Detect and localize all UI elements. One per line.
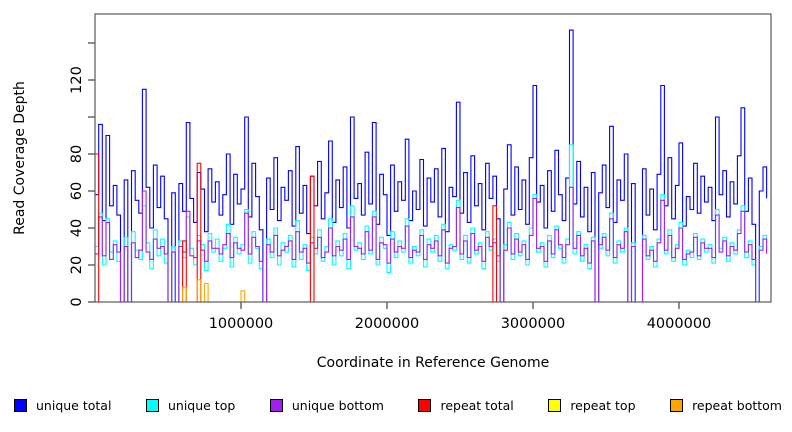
repeat-bottom-swatch-icon [670,399,684,412]
repeat-total-swatch-icon [418,399,432,412]
y-axis-title: Read Coverage Depth [12,81,28,235]
legend-item-unique-top: unique top [145,398,236,413]
svg-text:80: 80 [69,145,85,163]
legend-label: unique total [36,398,112,413]
legend-label: repeat top [570,398,636,413]
svg-text:0: 0 [69,297,85,306]
legend-item-repeat-total: repeat total [418,398,514,413]
legend-label: repeat bottom [692,398,782,413]
legend-item-unique-bottom: unique bottom [269,398,384,413]
svg-text:4000000: 4000000 [647,316,712,332]
legend-item-repeat-bottom: repeat bottom [670,398,782,413]
legend-label: repeat total [440,398,514,413]
unique-top-swatch-icon [145,399,159,412]
svg-text:60: 60 [69,182,85,200]
svg-text:1000000: 1000000 [209,316,274,332]
svg-text:120: 120 [69,66,85,94]
unique-bottom-swatch-icon [269,399,283,412]
unique-total-swatch-icon [14,399,27,412]
svg-text:40: 40 [69,219,85,237]
x-axis-title: Coordinate in Reference Genome [316,355,550,371]
legend-label: unique bottom [291,398,384,413]
svg-text:2000000: 2000000 [355,316,420,332]
svg-text:3000000: 3000000 [501,316,566,332]
repeat-top-swatch-icon [548,399,562,412]
legend: unique total unique top unique bottom re… [14,398,782,413]
legend-label: unique top [167,398,236,413]
legend-item-unique-total: unique total [14,398,111,413]
svg-text:20: 20 [69,256,85,274]
legend-item-repeat-top: repeat top [548,398,636,413]
